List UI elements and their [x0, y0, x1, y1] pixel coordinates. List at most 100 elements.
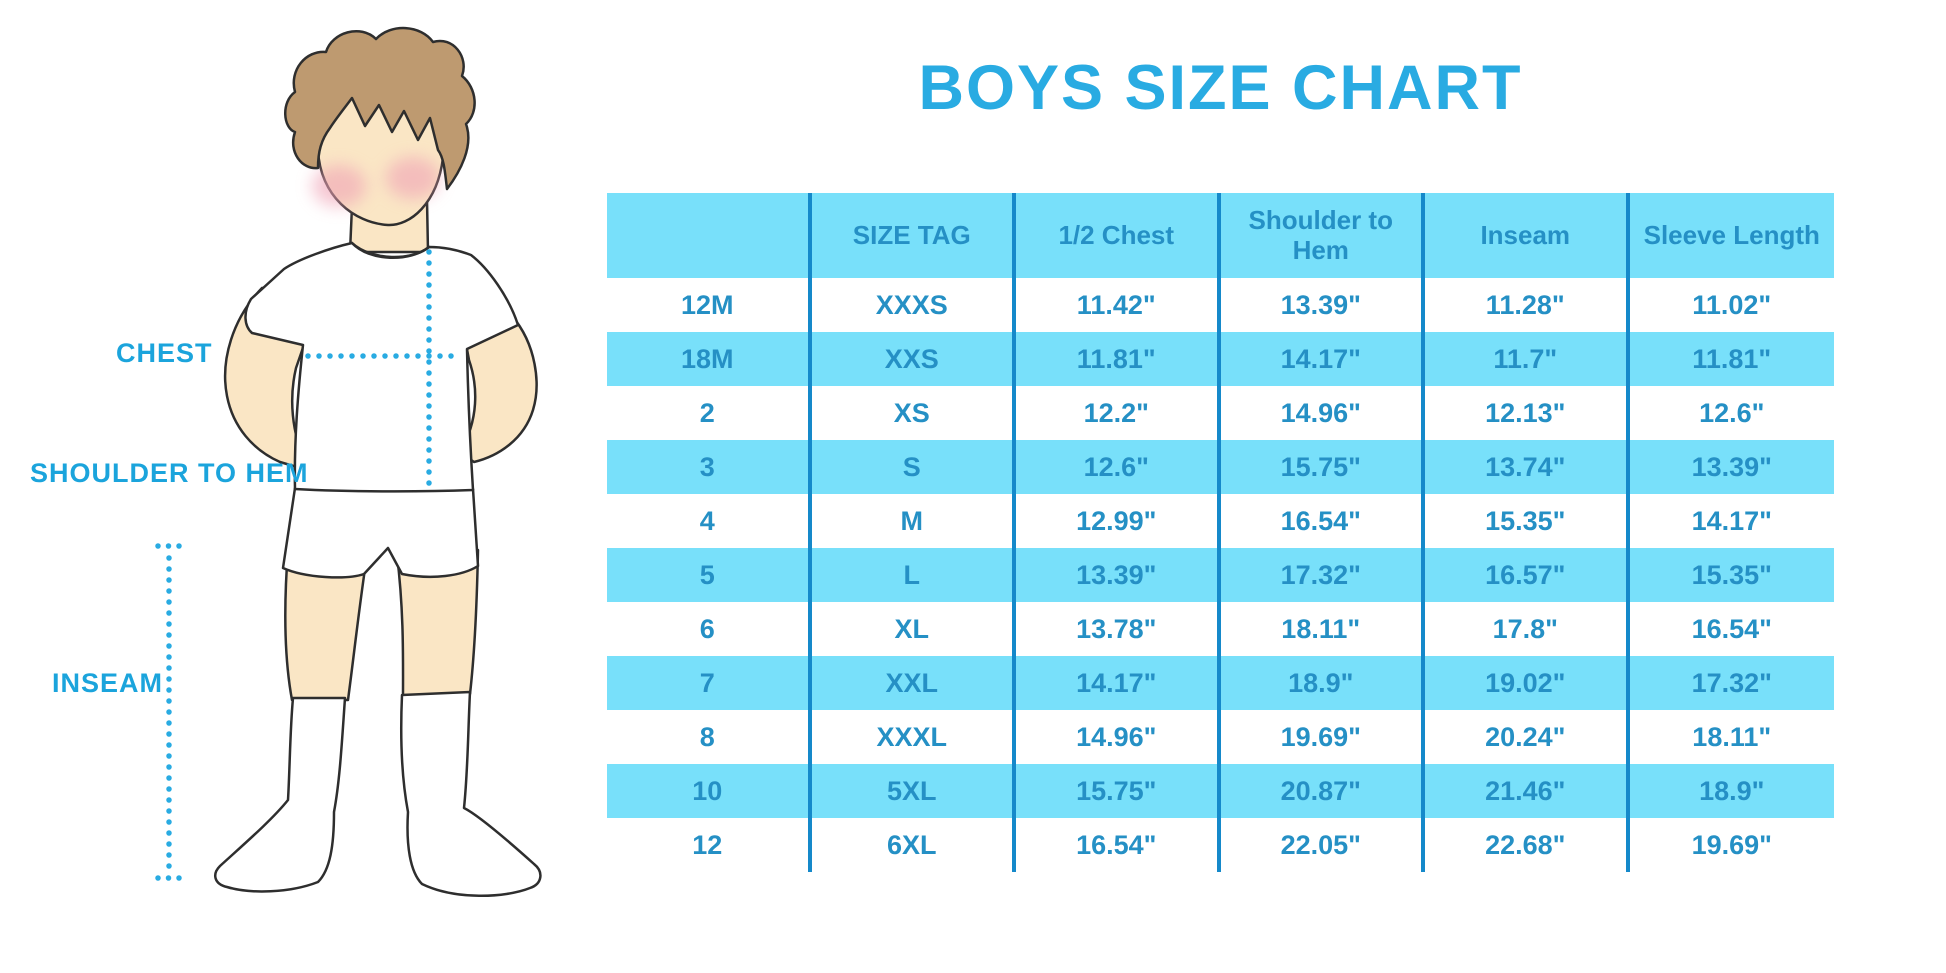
boy-illustration: [155, 26, 542, 897]
table-cell: 14.17": [1629, 494, 1834, 548]
table-cell: L: [811, 548, 1016, 602]
table-cell: 11.81": [1629, 332, 1834, 386]
table-row: 12 6XL 16.54" 22.05" 22.68" 19.69": [607, 818, 1834, 872]
table-cell: 7: [607, 656, 812, 710]
table-cell: 19.69": [1220, 710, 1425, 764]
table-cell: 13.78": [1016, 602, 1221, 656]
table-cell: 11.7": [1425, 332, 1630, 386]
table-row: 18M XXS 11.81" 14.17" 11.7" 11.81": [607, 332, 1834, 386]
table-cell: 19.69": [1629, 818, 1834, 872]
table-cell: 18M: [607, 332, 812, 386]
table-cell: 12.99": [1016, 494, 1221, 548]
table-cell: 11.42": [1016, 278, 1221, 332]
table-cell: 12: [607, 818, 812, 872]
table-cell: S: [811, 440, 1016, 494]
table-cell: 14.17": [1220, 332, 1425, 386]
table-row: 4 M 12.99" 16.54" 15.35" 14.17": [607, 494, 1834, 548]
table-cell: 20.24": [1425, 710, 1630, 764]
column-header-inseam: Inseam: [1425, 193, 1630, 278]
table-cell: 19.02": [1425, 656, 1630, 710]
boy-collar: [350, 241, 431, 259]
table-cell: XS: [811, 386, 1016, 440]
chest-label: CHEST: [116, 338, 213, 368]
boy-left-leg: [283, 548, 369, 702]
table-cell: 14.96": [1016, 710, 1221, 764]
table-cell: M: [811, 494, 1016, 548]
table-cell: 15.75": [1220, 440, 1425, 494]
table-cell: 16.54": [1220, 494, 1425, 548]
table-cell: 16.54": [1629, 602, 1834, 656]
table-cell: XXXL: [811, 710, 1016, 764]
boy-right-arm: [458, 314, 538, 464]
table-cell: 17.32": [1629, 656, 1834, 710]
table-body: 12M XXXS 11.42" 13.39" 11.28" 11.02" 18M XXS 11.…: [607, 278, 1834, 872]
table-cell: 18.11": [1220, 602, 1425, 656]
table-cell: 18.9": [1629, 764, 1834, 818]
table-cell: 11.81": [1016, 332, 1221, 386]
table-cell: 22.05": [1220, 818, 1425, 872]
table-header-row: SIZE TAG 1/2 Chest Shoulder to Hem Insea…: [607, 193, 1834, 278]
table-cell: 5XL: [811, 764, 1016, 818]
page-title: BOYS SIZE CHART: [918, 53, 1523, 123]
table-row: 12M XXXS 11.42" 13.39" 11.28" 11.02": [607, 278, 1834, 332]
table-cell: 18.11": [1629, 710, 1834, 764]
boy-right-sock: [400, 690, 542, 897]
table-cell: 2: [607, 386, 812, 440]
table-cell: 14.17": [1016, 656, 1221, 710]
boy-shirt: [244, 241, 520, 493]
table-cell: 13.39": [1016, 548, 1221, 602]
table-cell: 16.54": [1016, 818, 1221, 872]
table-cell: 6: [607, 602, 812, 656]
table-cell: 18.9": [1220, 656, 1425, 710]
column-header-sleeve-length: Sleeve Length: [1629, 193, 1834, 278]
table-cell: 15.35": [1629, 548, 1834, 602]
table-row: 5 L 13.39" 17.32" 16.57" 15.35": [607, 548, 1834, 602]
table-row: 3 S 12.6" 15.75" 13.74" 13.39": [607, 440, 1834, 494]
table-cell: XXXS: [811, 278, 1016, 332]
table-cell: 11.28": [1425, 278, 1630, 332]
table-cell: 6XL: [811, 818, 1016, 872]
boy-shorts: [281, 486, 480, 579]
table-cell: 11.02": [1629, 278, 1834, 332]
table-cell: 12.6": [1629, 386, 1834, 440]
table-cell: 5: [607, 548, 812, 602]
boy-hair: [284, 26, 476, 191]
table-row: 7 XXL 14.17" 18.9" 19.02" 17.32": [607, 656, 1834, 710]
table-row: 2 XS 12.2" 14.96" 12.13" 12.6": [607, 386, 1834, 440]
table-cell: 12.13": [1425, 386, 1630, 440]
table-cell: 17.8": [1425, 602, 1630, 656]
column-header-half-chest: 1/2 Chest: [1016, 193, 1221, 278]
table-row: 6 XL 13.78" 18.11" 17.8" 16.54": [607, 602, 1834, 656]
table-row: 10 5XL 15.75" 20.87" 21.46" 18.9": [607, 764, 1834, 818]
table-cell: 15.35": [1425, 494, 1630, 548]
table-cell: XXS: [811, 332, 1016, 386]
table-cell: 22.68": [1425, 818, 1630, 872]
column-header-shoulder-to-hem: Shoulder to Hem: [1220, 193, 1425, 278]
table-cell: 14.96": [1220, 386, 1425, 440]
table-cell: 8: [607, 710, 812, 764]
table-cell: 13.39": [1629, 440, 1834, 494]
table-row: 8 XXXL 14.96" 19.69" 20.24" 18.11": [607, 710, 1834, 764]
boy-left-sock: [214, 696, 347, 893]
table-cell: 16.57": [1425, 548, 1630, 602]
table-cell: 13.74": [1425, 440, 1630, 494]
table-cell: 12.2": [1016, 386, 1221, 440]
table-cell: 13.39": [1220, 278, 1425, 332]
table-cell: 12M: [607, 278, 812, 332]
table-cell: 4: [607, 494, 812, 548]
shoulder-to-hem-label: SHOULDER TO HEM: [30, 458, 309, 488]
size-table: SIZE TAG 1/2 Chest Shoulder to Hem Insea…: [607, 193, 1834, 872]
table-cell: 10: [607, 764, 812, 818]
table-cell: 15.75": [1016, 764, 1221, 818]
table-cell: 21.46": [1425, 764, 1630, 818]
inseam-measure-line: [155, 543, 191, 881]
table-cell: 20.87": [1220, 764, 1425, 818]
table-cell: 12.6": [1016, 440, 1221, 494]
inseam-label: INSEAM: [52, 668, 164, 698]
table-cell: XXL: [811, 656, 1016, 710]
table-cell: 3: [607, 440, 812, 494]
column-header-empty: [607, 193, 812, 278]
column-header-size-tag: SIZE TAG: [811, 193, 1016, 278]
table-cell: XL: [811, 602, 1016, 656]
